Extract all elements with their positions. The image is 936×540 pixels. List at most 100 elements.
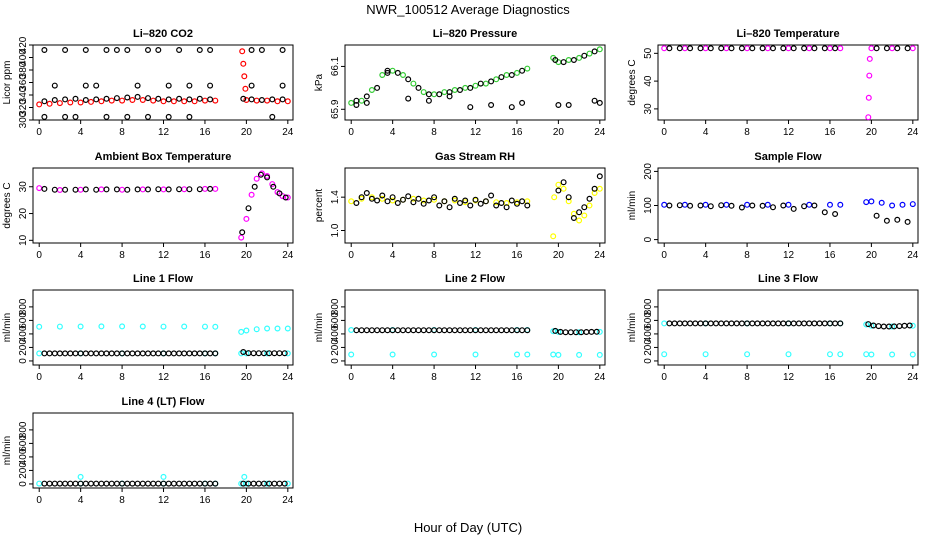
data-point [467, 327, 474, 334]
data-point [243, 327, 250, 334]
data-point [51, 350, 58, 357]
data-point [243, 215, 250, 222]
data-point [764, 45, 771, 52]
x-tick-label: 8 [119, 372, 125, 383]
data-point [593, 328, 600, 335]
data-point [258, 46, 265, 53]
data-point [62, 46, 69, 53]
y-tick-label: 1.4 [330, 190, 341, 204]
data-point [243, 480, 250, 487]
data-point [77, 473, 84, 480]
x-tick-label: 4 [703, 127, 709, 138]
data-point [108, 480, 115, 487]
data-point [196, 95, 203, 102]
series [36, 323, 291, 335]
x-tick-label: 12 [783, 372, 795, 383]
y-tick-label: 800 [18, 421, 29, 438]
data-point [207, 350, 214, 357]
series [661, 45, 916, 121]
x-tick-label: 12 [470, 250, 482, 261]
data-point [56, 187, 63, 194]
data-point [87, 98, 94, 105]
data-point [358, 97, 365, 104]
data-point [56, 480, 63, 487]
x-tick-label: 16 [199, 372, 211, 383]
y-tick-label: 400 [330, 325, 341, 342]
x-tick-label: 20 [241, 372, 253, 383]
data-point [145, 95, 152, 102]
data-point [576, 54, 583, 61]
x-tick-label: 12 [470, 127, 482, 138]
data-point [113, 95, 120, 102]
data-point [410, 327, 417, 334]
data-point [36, 350, 43, 357]
series [348, 351, 603, 358]
data-point [477, 327, 484, 334]
series [666, 320, 913, 330]
panel-title: Line 4 (LT) Flow [122, 396, 205, 408]
data-point [885, 323, 892, 330]
data-point [420, 200, 427, 207]
data-point [139, 350, 146, 357]
data-point [555, 181, 562, 188]
data-point [749, 320, 756, 327]
data-point [565, 101, 572, 108]
data-point [728, 320, 735, 327]
data-point [405, 95, 412, 102]
data-point [348, 99, 355, 106]
data-point [239, 229, 246, 236]
data-point [363, 99, 370, 106]
data-point [702, 45, 709, 52]
data-point [250, 350, 257, 357]
data-point [368, 195, 375, 202]
y-tick-label: 400 [18, 448, 29, 465]
data-point [661, 201, 668, 208]
data-point [405, 327, 412, 334]
x-tick-label: 20 [241, 127, 253, 138]
data-point [596, 99, 603, 106]
data-point [687, 202, 694, 209]
data-point [744, 320, 751, 327]
data-point [77, 99, 84, 106]
data-point [160, 98, 167, 105]
data-point [550, 233, 557, 240]
data-point [155, 95, 162, 102]
data-point [666, 202, 673, 209]
series [353, 67, 603, 111]
y-axis-label: percent [314, 189, 325, 223]
data-point [591, 48, 598, 55]
data-point [873, 45, 880, 52]
y-tick-label: 66.1 [330, 56, 341, 76]
data-point [284, 325, 291, 332]
data-point [451, 327, 458, 334]
plot-frame [657, 167, 919, 244]
data-point [358, 194, 365, 201]
x-tick-label: 16 [199, 250, 211, 261]
data-point [124, 46, 131, 53]
data-point [764, 320, 771, 327]
data-point [457, 200, 464, 207]
x-tick-label: 0 [36, 495, 42, 506]
y-tick-label: 400 [643, 325, 654, 342]
data-point [276, 190, 283, 197]
data-point [129, 96, 136, 103]
data-point [586, 202, 593, 209]
data-point [697, 202, 704, 209]
data-point [113, 480, 120, 487]
data-point [707, 45, 714, 52]
y-tick-label: 800 [18, 298, 29, 315]
data-point [661, 351, 668, 358]
data-point [134, 93, 141, 100]
x-tick-label: 4 [78, 495, 84, 506]
data-point [795, 320, 802, 327]
data-point [441, 327, 448, 334]
data-point [394, 69, 401, 76]
data-point [671, 320, 678, 327]
x-tick-label: 8 [119, 495, 125, 506]
data-point [165, 350, 172, 357]
data-point [431, 194, 438, 201]
data-point [269, 96, 276, 103]
data-point [93, 480, 100, 487]
data-point [400, 327, 407, 334]
data-point [826, 320, 833, 327]
